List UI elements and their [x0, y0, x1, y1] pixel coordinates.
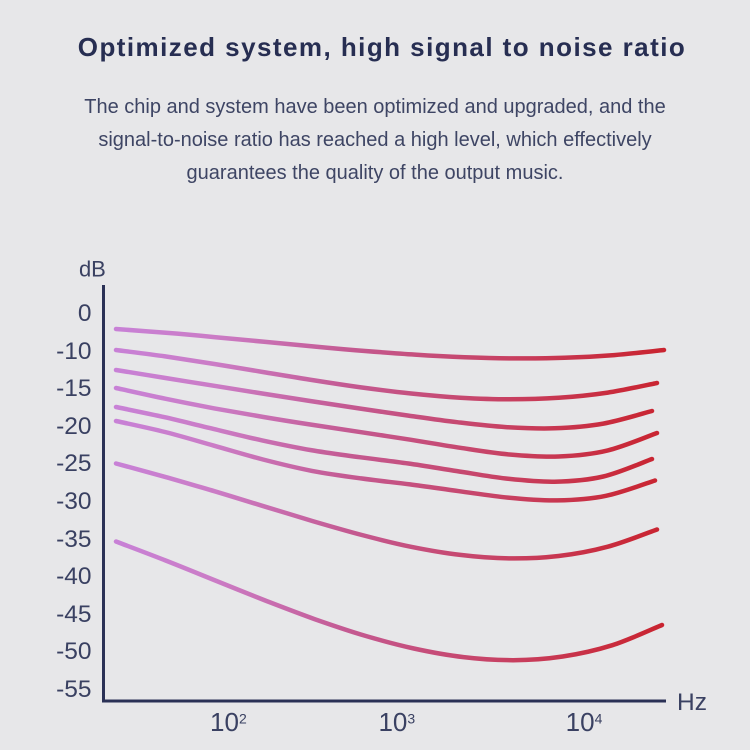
svg-text:Hz: Hz	[677, 689, 707, 716]
svg-text:dB: dB	[79, 257, 106, 282]
